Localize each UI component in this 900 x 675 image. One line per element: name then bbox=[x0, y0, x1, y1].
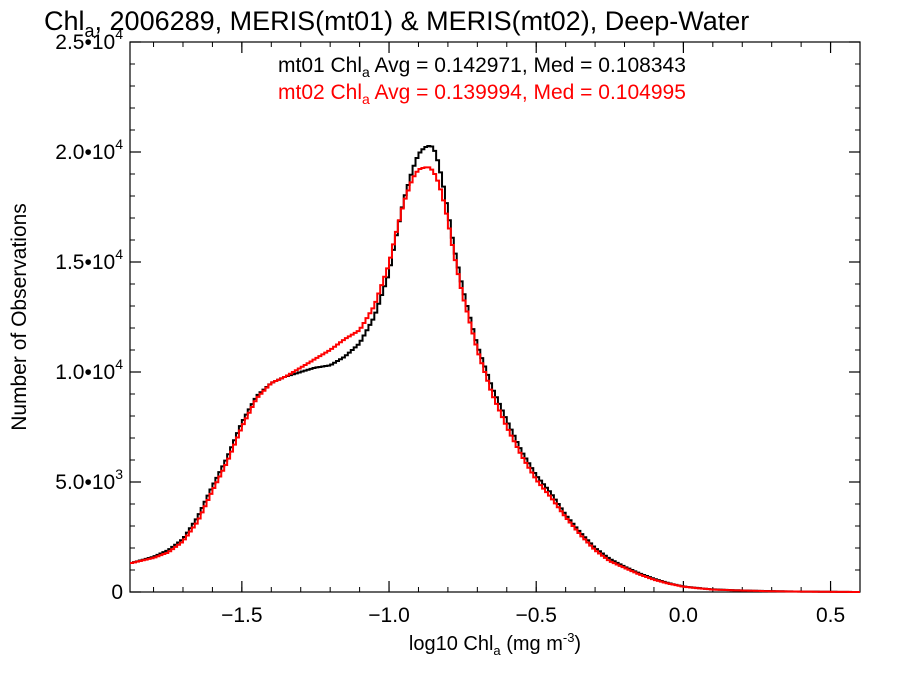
x-tick-label: −1.5 bbox=[221, 604, 262, 627]
x-tick-label: 0.0 bbox=[669, 604, 698, 627]
plot-area bbox=[129, 41, 861, 593]
y-tick-label: 2.0•104 bbox=[55, 136, 123, 164]
chart-title-text: Chla, 2006289, MERIS(mt01) & MERIS(mt02)… bbox=[44, 6, 749, 41]
y-axis-label: Number of Observations bbox=[8, 203, 31, 431]
annotation-mt01: mt01 Chla Avg = 0.142971, Med = 0.108343 bbox=[278, 54, 686, 80]
chart-title: Chla, 2006289, MERIS(mt01) & MERIS(mt02)… bbox=[44, 6, 749, 41]
y-tick-labels: 0 5.0•103 1.0•104 1.5•104 2.0•104 2.5•104 bbox=[55, 26, 123, 604]
x-tick-label: 0.5 bbox=[816, 604, 845, 627]
series-mt02-line bbox=[130, 166, 860, 593]
y-tick-label: 2.5•104 bbox=[55, 26, 123, 54]
y-tick-label: 0 bbox=[111, 581, 123, 604]
x-axis-label-text: log10 Chla (mg m-3) bbox=[409, 630, 581, 658]
y-tick-label: 1.0•104 bbox=[55, 356, 123, 384]
plot-border bbox=[129, 41, 861, 593]
annotation-block: mt01 Chla Avg = 0.142971, Med = 0.108343… bbox=[278, 54, 686, 107]
x-axis-label: log10 Chla (mg m-3) bbox=[409, 630, 581, 658]
axis-ticks bbox=[130, 41, 861, 593]
y-tick-label: 5.0•103 bbox=[55, 466, 123, 494]
series-layer bbox=[130, 144, 860, 593]
annotation-mt02: mt02 Chla Avg = 0.139994, Med = 0.104995 bbox=[278, 81, 686, 107]
x-tick-labels: −1.5 −1.0 −0.5 0.0 0.5 bbox=[221, 604, 845, 627]
y-axis-label-text: Number of Observations bbox=[8, 203, 31, 431]
x-tick-label: −1.0 bbox=[368, 604, 409, 627]
series-mt01-line bbox=[130, 144, 860, 593]
x-tick-label: −0.5 bbox=[515, 604, 556, 627]
y-tick-label: 1.5•104 bbox=[55, 246, 123, 274]
